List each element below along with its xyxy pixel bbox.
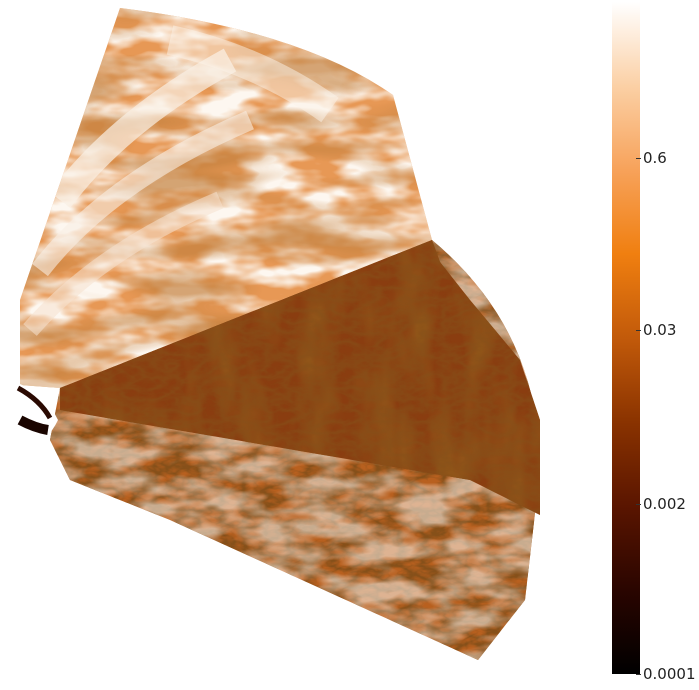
colorbar-tick: [636, 674, 641, 675]
inner-boundary: [10, 380, 58, 442]
colorbar-tick: [636, 158, 641, 159]
colorbar-label-0-6: 0.6: [643, 149, 667, 167]
colorbar-label-0-03: 0.03: [643, 321, 677, 339]
colorbar-label-0-002: 0.002: [643, 495, 686, 513]
colorbar: [612, 2, 640, 674]
colorbar-label-0-0001: 0.0001: [643, 665, 696, 683]
colorbar-tick: [636, 330, 641, 331]
colorbar-tick: [636, 504, 641, 505]
